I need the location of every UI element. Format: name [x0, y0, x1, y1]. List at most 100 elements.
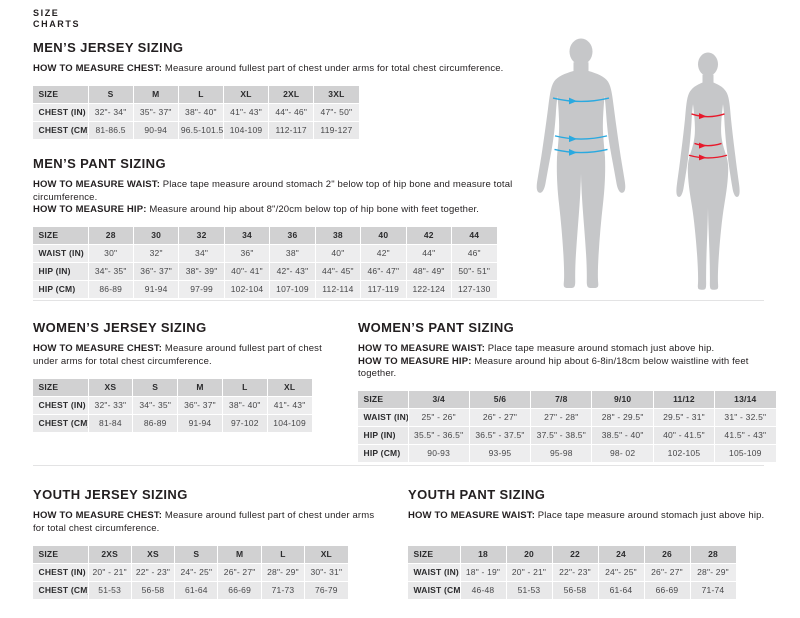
table-label-cell: CHEST (IN): [32, 103, 88, 121]
table-value-cell: 20" - 21": [506, 564, 552, 581]
table-value-cell: 25" - 26": [408, 408, 469, 426]
table-value-cell: 91-94: [178, 415, 222, 432]
table-header-cell: S: [133, 379, 178, 396]
table-label-cell: HIP (IN): [32, 262, 88, 280]
table-value-cell: 112-114: [315, 280, 361, 298]
table-value-cell: 41"- 43": [267, 397, 312, 414]
section-divider: [33, 300, 764, 301]
table-value-cell: 81-84: [88, 415, 133, 432]
table-value-cell: 32"- 33": [88, 397, 133, 414]
table-value-cell: 102-105: [653, 444, 715, 462]
section-instructions: HOW TO MEASURE WAIST: Place tape measure…: [33, 179, 513, 217]
table-label-cell: CHEST (IN): [32, 397, 88, 414]
table-header-cell: S: [175, 546, 218, 563]
table-value-cell: 112-117: [269, 121, 314, 139]
table-value-cell: 24"- 25": [598, 564, 644, 581]
table-label-cell: CHEST (CM): [32, 582, 88, 599]
table-value-cell: 127-130: [452, 280, 497, 298]
male-chest-measure-line: [552, 97, 610, 103]
table-value-cell: 40"- 41": [224, 262, 270, 280]
table-row: CHEST (CM) 81-86.5 90-94 96.5-101.5 104-109 1…: [32, 121, 359, 139]
female-measure-lines: [688, 113, 728, 159]
instruction-line: HOW TO MEASURE CHEST: Measure around ful…: [33, 343, 333, 368]
table-header-cell: 42: [406, 226, 451, 244]
section-title: YOUTH JERSEY SIZING: [33, 487, 188, 502]
table-size-header-cell: SIZE: [407, 546, 460, 563]
table-value-cell: 51-53: [506, 582, 552, 599]
table-label-cell: HIP (IN): [357, 426, 408, 444]
section-title: MEN’S PANT SIZING: [33, 156, 166, 171]
table-label-cell: CHEST (CM): [32, 415, 88, 432]
table-header-cell: 30: [133, 226, 179, 244]
instruction-text: Place tape measure around stomach just a…: [487, 343, 715, 354]
table-value-cell: 31" - 32.5": [715, 408, 776, 426]
table-value-cell: 97-99: [179, 280, 224, 298]
table-header-cell: 5/6: [469, 390, 531, 408]
female-silhouette-figure: [676, 52, 740, 290]
section-youth-pant: YOUTH PANT SIZING HOW TO MEASURE WAIST: …: [407, 487, 768, 600]
table-value-cell: 24"- 25": [175, 564, 218, 581]
table-header-cell: 2XL: [269, 85, 314, 103]
table-header-cell: 11/12: [653, 390, 715, 408]
table-size-header-cell: SIZE: [32, 85, 88, 103]
table-header-cell: XL: [223, 85, 269, 103]
table-value-cell: 30"- 31": [305, 564, 348, 581]
table-header-cell: 3/4: [408, 390, 469, 408]
table-value-cell: 42": [361, 244, 406, 262]
table-header-row: SIZE 18 20 22 24 26 28: [407, 546, 736, 563]
table-label-cell: WAIST (CM): [407, 582, 460, 599]
table-header-cell: M: [218, 546, 261, 563]
table-value-cell: 104-109: [267, 415, 312, 432]
table-header-row: SIZE S M L XL 2XL 3XL: [32, 85, 359, 103]
table-row: WAIST (IN) 18" - 19" 20" - 21" 22"- 23" 24"-…: [407, 564, 736, 581]
table-value-cell: 86-89: [133, 415, 178, 432]
table-value-cell: 51-53: [88, 582, 131, 599]
size-table: SIZE S M L XL 2XL 3XL CHEST (IN) 32"- 34" 35"- 37…: [32, 85, 360, 140]
table-row: CHEST (CM) 51-53 56-58 61-64 66-69 71-73 76-79: [32, 582, 348, 599]
section-youth-jersey: YOUTH JERSEY SIZING HOW TO MEASURE CHEST…: [32, 487, 375, 600]
page-title-line1: SIZE: [33, 8, 60, 18]
instruction-line: HOW TO MEASURE WAIST: Place tape measure…: [408, 510, 768, 523]
instruction-line: HOW TO MEASURE WAIST: Place tape measure…: [358, 343, 783, 356]
section-womens-jersey: WOMEN’S JERSEY SIZING HOW TO MEASURE CHE…: [32, 320, 333, 433]
size-table: SIZE 3/4 5/6 7/8 9/10 11/12 13/14 WAIST (IN) 25"…: [357, 390, 777, 463]
arrow-icon: [699, 154, 707, 161]
table-header-cell: 44: [452, 226, 497, 244]
table-value-cell: 32"- 34": [88, 103, 133, 121]
section-instructions: HOW TO MEASURE CHEST: Measure around ful…: [33, 510, 375, 536]
female-chest-measure-line: [691, 113, 725, 118]
table-header-cell: 40: [361, 226, 406, 244]
instruction-line: HOW TO MEASURE HIP: Measure around hip a…: [358, 356, 783, 381]
table-value-cell: 22"- 23": [552, 564, 598, 581]
table-value-cell: 36.5" - 37.5": [469, 426, 531, 444]
table-value-cell: 28"- 29": [690, 564, 736, 581]
table-value-cell: 37.5" - 38.5": [531, 426, 592, 444]
male-hip-measure-line: [554, 148, 608, 154]
table-value-cell: 44"- 46": [269, 103, 314, 121]
table-value-cell: 48"- 49": [406, 262, 451, 280]
table-size-header-cell: SIZE: [357, 390, 408, 408]
size-table: SIZE XS S M L XL CHEST (IN) 32"- 33" 34"- 35" 36"…: [32, 378, 313, 433]
table-label-cell: WAIST (IN): [407, 564, 460, 581]
table-header-row: SIZE 3/4 5/6 7/8 9/10 11/12 13/14: [357, 390, 776, 408]
table-value-cell: 91-94: [133, 280, 179, 298]
table-header-cell: S: [88, 85, 133, 103]
table-value-cell: 107-109: [270, 280, 315, 298]
table-value-cell: 90-94: [133, 121, 178, 139]
size-table-wrap: SIZE 2XS XS S M L XL CHEST (IN) 20" - 21" 22" - 2…: [32, 545, 375, 600]
table-label-cell: CHEST (CM): [32, 121, 88, 139]
section-title: WOMEN’S PANT SIZING: [358, 320, 515, 335]
table-value-cell: 105-109: [715, 444, 776, 462]
instruction-label: HOW TO MEASURE CHEST:: [33, 510, 165, 521]
table-value-cell: 28" - 29.5": [592, 408, 653, 426]
table-value-cell: 36"- 37": [178, 397, 222, 414]
male-silhouette-figure: [536, 38, 626, 288]
table-value-cell: 27" - 28": [531, 408, 592, 426]
table-value-cell: 41"- 43": [223, 103, 269, 121]
table-value-cell: 44": [406, 244, 451, 262]
table-value-cell: 28"- 29": [261, 564, 305, 581]
section-mens-pant: MEN’S PANT SIZING HOW TO MEASURE WAIST: …: [32, 156, 513, 299]
table-value-cell: 81-86.5: [88, 121, 133, 139]
instruction-label: HOW TO MEASURE WAIST:: [408, 510, 538, 521]
